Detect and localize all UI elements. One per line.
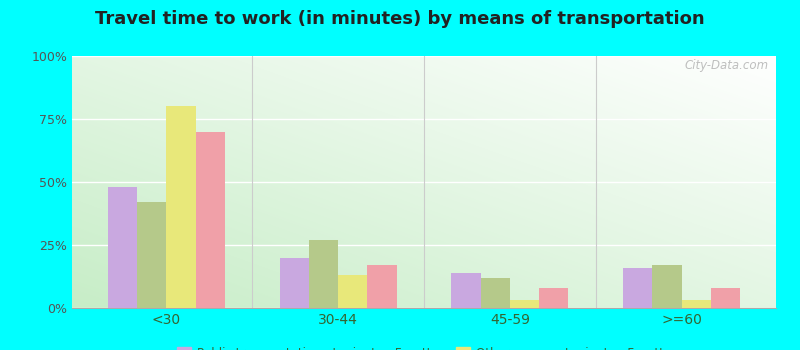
Bar	[108, 187, 138, 308]
Bar	[367, 265, 397, 308]
Bar	[510, 300, 539, 308]
Bar	[338, 275, 367, 308]
Text: Travel time to work (in minutes) by means of transportation: Travel time to work (in minutes) by mean…	[95, 10, 705, 28]
Bar	[280, 258, 309, 308]
Bar	[623, 268, 652, 308]
Bar	[196, 132, 225, 308]
Text: City-Data.com: City-Data.com	[685, 58, 769, 71]
Bar	[138, 202, 166, 308]
Bar	[652, 265, 682, 308]
Bar	[682, 300, 710, 308]
Bar	[539, 288, 568, 308]
Bar	[166, 106, 196, 308]
Legend: Public transportation - Lexington-Fayette, Public transportation - Kentucky, Oth: Public transportation - Lexington-Fayett…	[177, 346, 671, 350]
Bar	[710, 288, 740, 308]
Bar	[481, 278, 510, 308]
Bar	[309, 240, 338, 308]
Bar	[451, 273, 481, 308]
